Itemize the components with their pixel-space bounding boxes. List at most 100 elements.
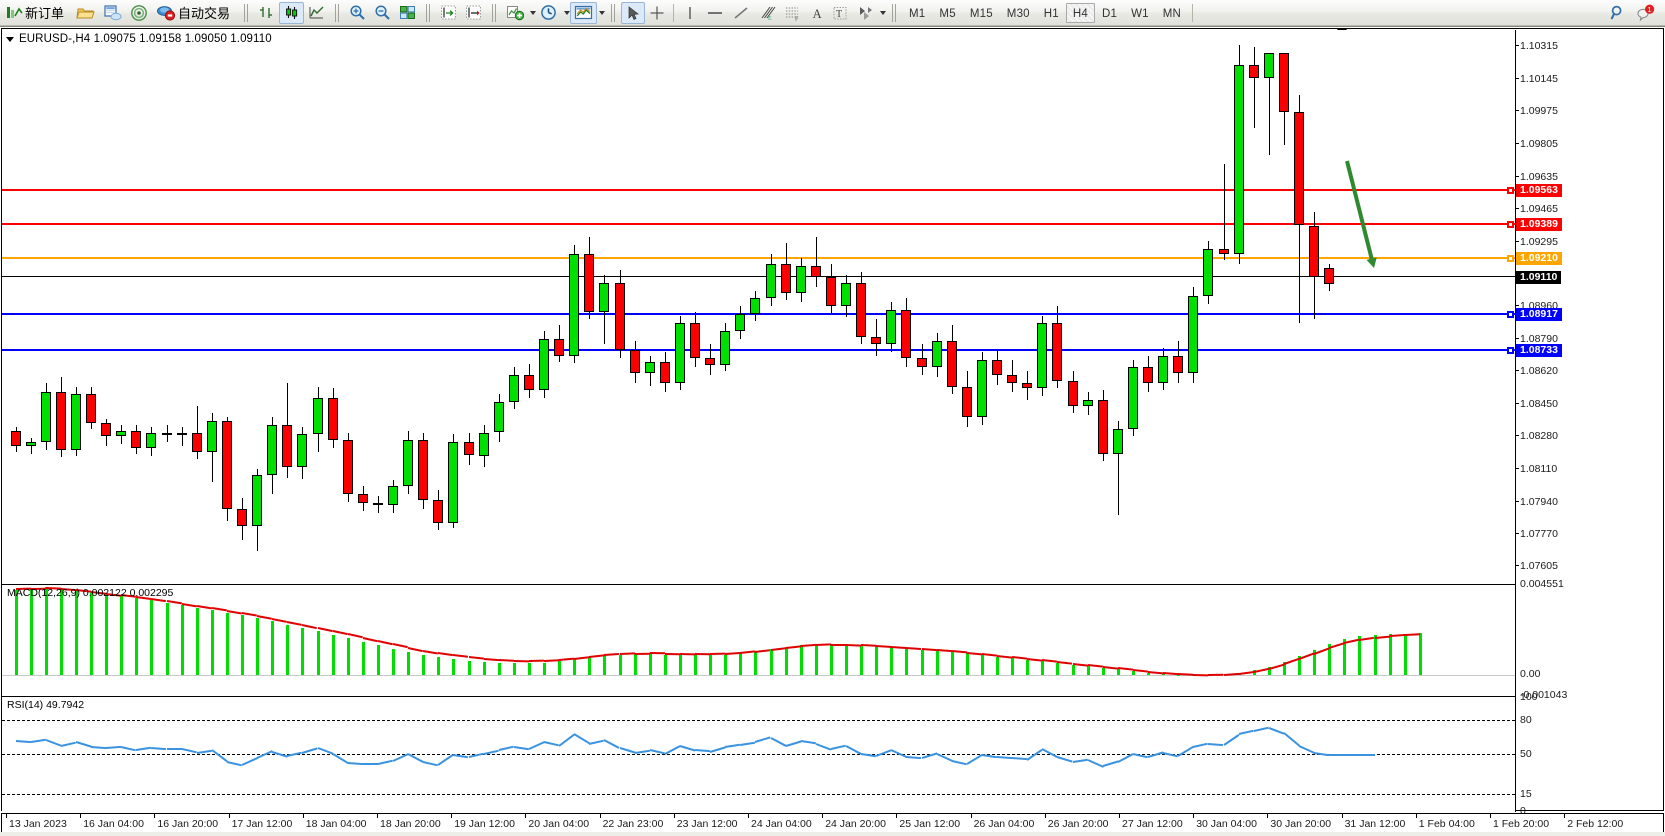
price-tag-resistance-2[interactable]: 1.09389 — [1507, 217, 1562, 231]
templates-dropdown-caret[interactable] — [599, 10, 606, 15]
folder-icon[interactable] — [72, 2, 99, 24]
level-line-1.09389[interactable] — [2, 222, 1515, 225]
period-icon[interactable] — [536, 2, 562, 24]
macd-histogram-bar — [1388, 634, 1392, 676]
timeframe-h4[interactable]: H4 — [1065, 2, 1095, 23]
macd-tick: 0.004551 — [1520, 578, 1564, 590]
level-handle-icon[interactable] — [1507, 187, 1514, 195]
macd-signal-segment — [664, 652, 680, 655]
price-tag-resistance-1[interactable]: 1.09563 — [1507, 184, 1562, 198]
candle-body — [388, 486, 399, 506]
level-line-1.09110[interactable] — [2, 276, 1515, 278]
search-icon[interactable] — [1605, 2, 1631, 24]
timeframe-w1[interactable]: W1 — [1131, 7, 1149, 20]
level-handle-icon[interactable] — [1507, 311, 1514, 319]
indicators-icon[interactable] — [502, 2, 528, 24]
time-tick — [1267, 814, 1269, 818]
timeframe-m30[interactable]: M30 — [1006, 7, 1030, 20]
timeframe-m15[interactable]: M15 — [969, 7, 993, 20]
timeframe-m5[interactable]: M5 — [939, 7, 956, 20]
macd-histogram-bar — [180, 605, 184, 676]
candle-body — [10, 430, 21, 446]
macd-signal-segment — [951, 650, 967, 654]
macd-pane[interactable]: MACD(12,26,9) 0.002122 0.002295 — [2, 584, 1515, 695]
auto-scroll-icon[interactable] — [461, 2, 486, 24]
horizontal-line-icon[interactable] — [702, 2, 728, 24]
timeframe-h1[interactable]: H1 — [1043, 7, 1059, 20]
macd-signal-segment — [211, 607, 228, 612]
fibonacci-icon[interactable]: F — [780, 2, 806, 24]
zoom-in-icon[interactable] — [345, 2, 370, 24]
price-tag-support-2[interactable]: 1.08733 — [1507, 343, 1562, 357]
shapes-dropdown-caret[interactable] — [880, 10, 887, 15]
rsi-tick: 100 — [1520, 691, 1538, 703]
rsi-line-segment — [362, 763, 378, 766]
chart-shift-icon[interactable] — [436, 2, 461, 24]
rsi-pane[interactable]: RSI(14) 49.7942 — [2, 696, 1515, 811]
macd-histogram-bar — [633, 654, 637, 676]
time-label: 25 Jan 12:00 — [899, 818, 961, 830]
equidistant-channel-icon[interactable]: E — [754, 2, 780, 24]
macd-histogram-bar — [271, 621, 275, 676]
rsi-line-segment — [558, 733, 575, 747]
macd-signal-segment — [861, 644, 877, 647]
crosshair-icon[interactable] — [645, 2, 669, 24]
macd-signal-segment — [287, 620, 303, 626]
price-tag-support-1[interactable]: 1.08917 — [1507, 308, 1562, 322]
level-handle-icon[interactable] — [1507, 220, 1514, 228]
data-window-icon[interactable] — [99, 2, 126, 24]
candle-body — [1158, 355, 1169, 383]
line-chart-icon[interactable] — [304, 2, 329, 24]
time-tick — [1044, 814, 1046, 818]
macd-histogram-bar — [422, 655, 426, 676]
level-line-1.09563[interactable] — [2, 189, 1515, 192]
level-line-1.08917[interactable] — [2, 313, 1515, 316]
macd-histogram-bar — [724, 654, 728, 676]
rsi-label: RSI(14) 49.7942 — [7, 699, 85, 711]
text-label-icon[interactable]: T — [828, 2, 852, 24]
bar-chart-icon[interactable] — [254, 2, 279, 24]
macd-signal-segment — [936, 649, 952, 653]
period-dropdown-caret[interactable] — [564, 10, 571, 15]
candlestick-chart-icon[interactable] — [279, 1, 305, 24]
price-tag-current-price[interactable]: 1.09110 — [1516, 271, 1562, 285]
price-tag-pivot[interactable]: 1.09210 — [1507, 252, 1562, 266]
vertical-line-icon[interactable] — [678, 2, 702, 24]
trendline-icon[interactable] — [728, 2, 754, 24]
signal-icon[interactable] — [126, 2, 152, 24]
bearish-arrow[interactable] — [2, 30, 1515, 582]
shapes-icon[interactable] — [852, 2, 878, 24]
candle-body — [297, 434, 308, 467]
time-axis[interactable]: 13 Jan 2023 16 Jan 04:00 16 Jan 20:00 17 Ja… — [1, 813, 1664, 835]
timeframe-m1[interactable]: M1 — [909, 7, 926, 20]
level-handle-icon[interactable] — [1507, 346, 1514, 354]
zoom-out-icon[interactable] — [370, 2, 395, 24]
rsi-line-segment — [785, 740, 802, 747]
candle-wick — [31, 438, 32, 454]
time-tick — [525, 814, 527, 818]
macd-signal-segment — [166, 600, 182, 605]
candle-body — [1309, 225, 1320, 278]
timeframe-mn[interactable]: MN — [1162, 7, 1182, 20]
candle-body — [901, 309, 912, 358]
templates-icon[interactable] — [570, 1, 598, 24]
price-pane[interactable] — [2, 30, 1515, 582]
candle-body — [841, 283, 852, 306]
auto-trading-button[interactable]: 自动交易 — [152, 2, 238, 24]
macd-histogram-bar — [256, 618, 260, 676]
macd-signal-segment — [438, 652, 454, 657]
timeframe-d1[interactable]: D1 — [1102, 7, 1118, 20]
macd-signal-segment — [996, 654, 1013, 659]
cursor-icon[interactable] — [621, 1, 646, 24]
new-order-button[interactable]: 新订单 — [2, 2, 72, 24]
level-line-1.09210[interactable] — [2, 257, 1515, 260]
chart-menu-triangle-icon[interactable] — [6, 36, 14, 42]
macd-signal-segment — [619, 652, 635, 656]
tile-windows-icon[interactable] — [395, 2, 420, 24]
notification-icon[interactable]: 1 — [1631, 2, 1659, 24]
text-icon[interactable]: A — [806, 2, 828, 24]
rsi-line-segment — [15, 740, 31, 744]
level-handle-icon[interactable] — [1507, 255, 1514, 263]
indicators-dropdown-caret[interactable] — [530, 10, 537, 15]
level-line-1.08733[interactable] — [2, 348, 1515, 351]
